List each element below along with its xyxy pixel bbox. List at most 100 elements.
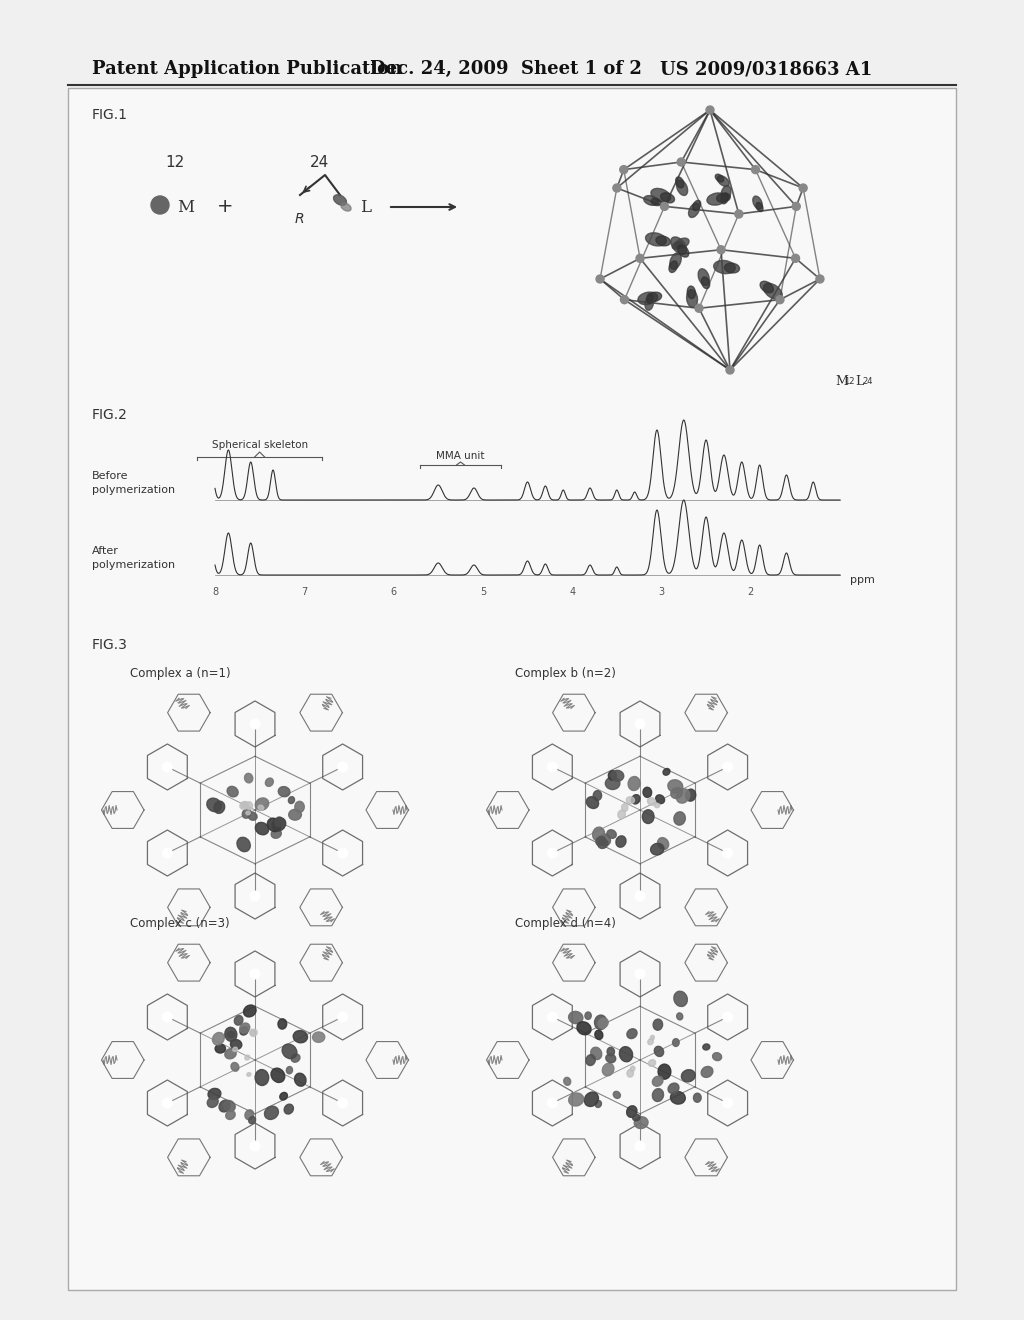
Ellipse shape bbox=[628, 776, 640, 791]
Circle shape bbox=[635, 969, 645, 979]
Text: Complex b (n=2): Complex b (n=2) bbox=[515, 667, 615, 680]
Circle shape bbox=[163, 1012, 172, 1022]
Text: 24: 24 bbox=[862, 378, 872, 385]
Ellipse shape bbox=[225, 1110, 236, 1119]
Ellipse shape bbox=[293, 1031, 307, 1043]
Ellipse shape bbox=[654, 804, 659, 808]
Ellipse shape bbox=[285, 1104, 294, 1114]
Ellipse shape bbox=[280, 1093, 288, 1100]
Ellipse shape bbox=[240, 1023, 250, 1034]
Text: M: M bbox=[835, 375, 848, 388]
Circle shape bbox=[612, 183, 621, 191]
Ellipse shape bbox=[602, 1063, 614, 1076]
Ellipse shape bbox=[646, 293, 653, 304]
Circle shape bbox=[695, 304, 702, 313]
Ellipse shape bbox=[250, 1030, 257, 1036]
Circle shape bbox=[621, 296, 629, 304]
Ellipse shape bbox=[702, 1044, 710, 1049]
Ellipse shape bbox=[287, 1067, 293, 1073]
Ellipse shape bbox=[214, 801, 224, 813]
Ellipse shape bbox=[669, 261, 678, 272]
Ellipse shape bbox=[264, 1106, 279, 1119]
Circle shape bbox=[596, 275, 604, 282]
Ellipse shape bbox=[617, 810, 626, 818]
Ellipse shape bbox=[677, 1012, 683, 1020]
Ellipse shape bbox=[247, 1073, 251, 1076]
Ellipse shape bbox=[232, 1047, 238, 1052]
Ellipse shape bbox=[244, 1005, 256, 1016]
Ellipse shape bbox=[258, 805, 264, 810]
Ellipse shape bbox=[595, 1030, 603, 1039]
Ellipse shape bbox=[605, 777, 620, 789]
Ellipse shape bbox=[289, 809, 301, 820]
Ellipse shape bbox=[764, 284, 782, 300]
Circle shape bbox=[163, 762, 172, 772]
Ellipse shape bbox=[643, 787, 651, 797]
Circle shape bbox=[548, 1012, 557, 1022]
Ellipse shape bbox=[219, 1100, 230, 1111]
Circle shape bbox=[660, 202, 669, 210]
Ellipse shape bbox=[334, 195, 346, 205]
Ellipse shape bbox=[231, 1063, 239, 1072]
Ellipse shape bbox=[312, 1032, 325, 1043]
Text: 4: 4 bbox=[569, 587, 575, 597]
Ellipse shape bbox=[289, 797, 295, 804]
Ellipse shape bbox=[271, 1068, 285, 1082]
Ellipse shape bbox=[245, 1055, 250, 1060]
Ellipse shape bbox=[246, 812, 250, 814]
Ellipse shape bbox=[249, 1117, 256, 1123]
Circle shape bbox=[816, 275, 824, 282]
Ellipse shape bbox=[668, 1084, 679, 1093]
Ellipse shape bbox=[717, 193, 730, 202]
Ellipse shape bbox=[724, 263, 739, 273]
Ellipse shape bbox=[595, 1015, 607, 1030]
Ellipse shape bbox=[654, 1047, 664, 1056]
Ellipse shape bbox=[255, 799, 268, 810]
Ellipse shape bbox=[652, 1076, 663, 1086]
Text: R: R bbox=[295, 213, 304, 226]
Ellipse shape bbox=[644, 195, 658, 206]
Ellipse shape bbox=[627, 1069, 634, 1077]
Ellipse shape bbox=[225, 1027, 237, 1041]
Ellipse shape bbox=[687, 289, 697, 308]
Ellipse shape bbox=[586, 1055, 595, 1065]
Ellipse shape bbox=[227, 787, 239, 797]
Ellipse shape bbox=[753, 197, 762, 209]
Ellipse shape bbox=[648, 1060, 655, 1067]
Ellipse shape bbox=[246, 801, 253, 809]
Ellipse shape bbox=[606, 1053, 615, 1063]
Circle shape bbox=[635, 891, 645, 902]
Ellipse shape bbox=[692, 201, 700, 211]
Ellipse shape bbox=[721, 193, 728, 203]
Circle shape bbox=[250, 1140, 260, 1151]
Ellipse shape bbox=[707, 193, 726, 205]
Bar bbox=[68, 88, 956, 1290]
Ellipse shape bbox=[622, 804, 628, 812]
Ellipse shape bbox=[652, 1089, 664, 1101]
Text: Complex a (n=1): Complex a (n=1) bbox=[130, 667, 230, 680]
Ellipse shape bbox=[613, 1092, 621, 1098]
Ellipse shape bbox=[568, 1093, 584, 1106]
Ellipse shape bbox=[568, 1011, 583, 1023]
Ellipse shape bbox=[593, 828, 604, 841]
Ellipse shape bbox=[633, 1114, 640, 1121]
Ellipse shape bbox=[607, 1047, 614, 1056]
Ellipse shape bbox=[670, 253, 681, 269]
Circle shape bbox=[548, 1098, 557, 1107]
Circle shape bbox=[250, 891, 260, 902]
Text: 5: 5 bbox=[479, 587, 486, 597]
Ellipse shape bbox=[212, 1032, 224, 1045]
Ellipse shape bbox=[675, 238, 689, 248]
Ellipse shape bbox=[593, 791, 602, 800]
Ellipse shape bbox=[295, 801, 304, 812]
Ellipse shape bbox=[242, 801, 248, 808]
Ellipse shape bbox=[648, 1039, 653, 1044]
Circle shape bbox=[723, 762, 732, 772]
Ellipse shape bbox=[678, 244, 689, 257]
Text: MMA unit: MMA unit bbox=[436, 451, 484, 461]
Ellipse shape bbox=[631, 1067, 635, 1072]
Text: 6: 6 bbox=[390, 587, 396, 597]
Ellipse shape bbox=[607, 830, 616, 838]
Ellipse shape bbox=[295, 1073, 306, 1086]
Circle shape bbox=[792, 255, 800, 263]
